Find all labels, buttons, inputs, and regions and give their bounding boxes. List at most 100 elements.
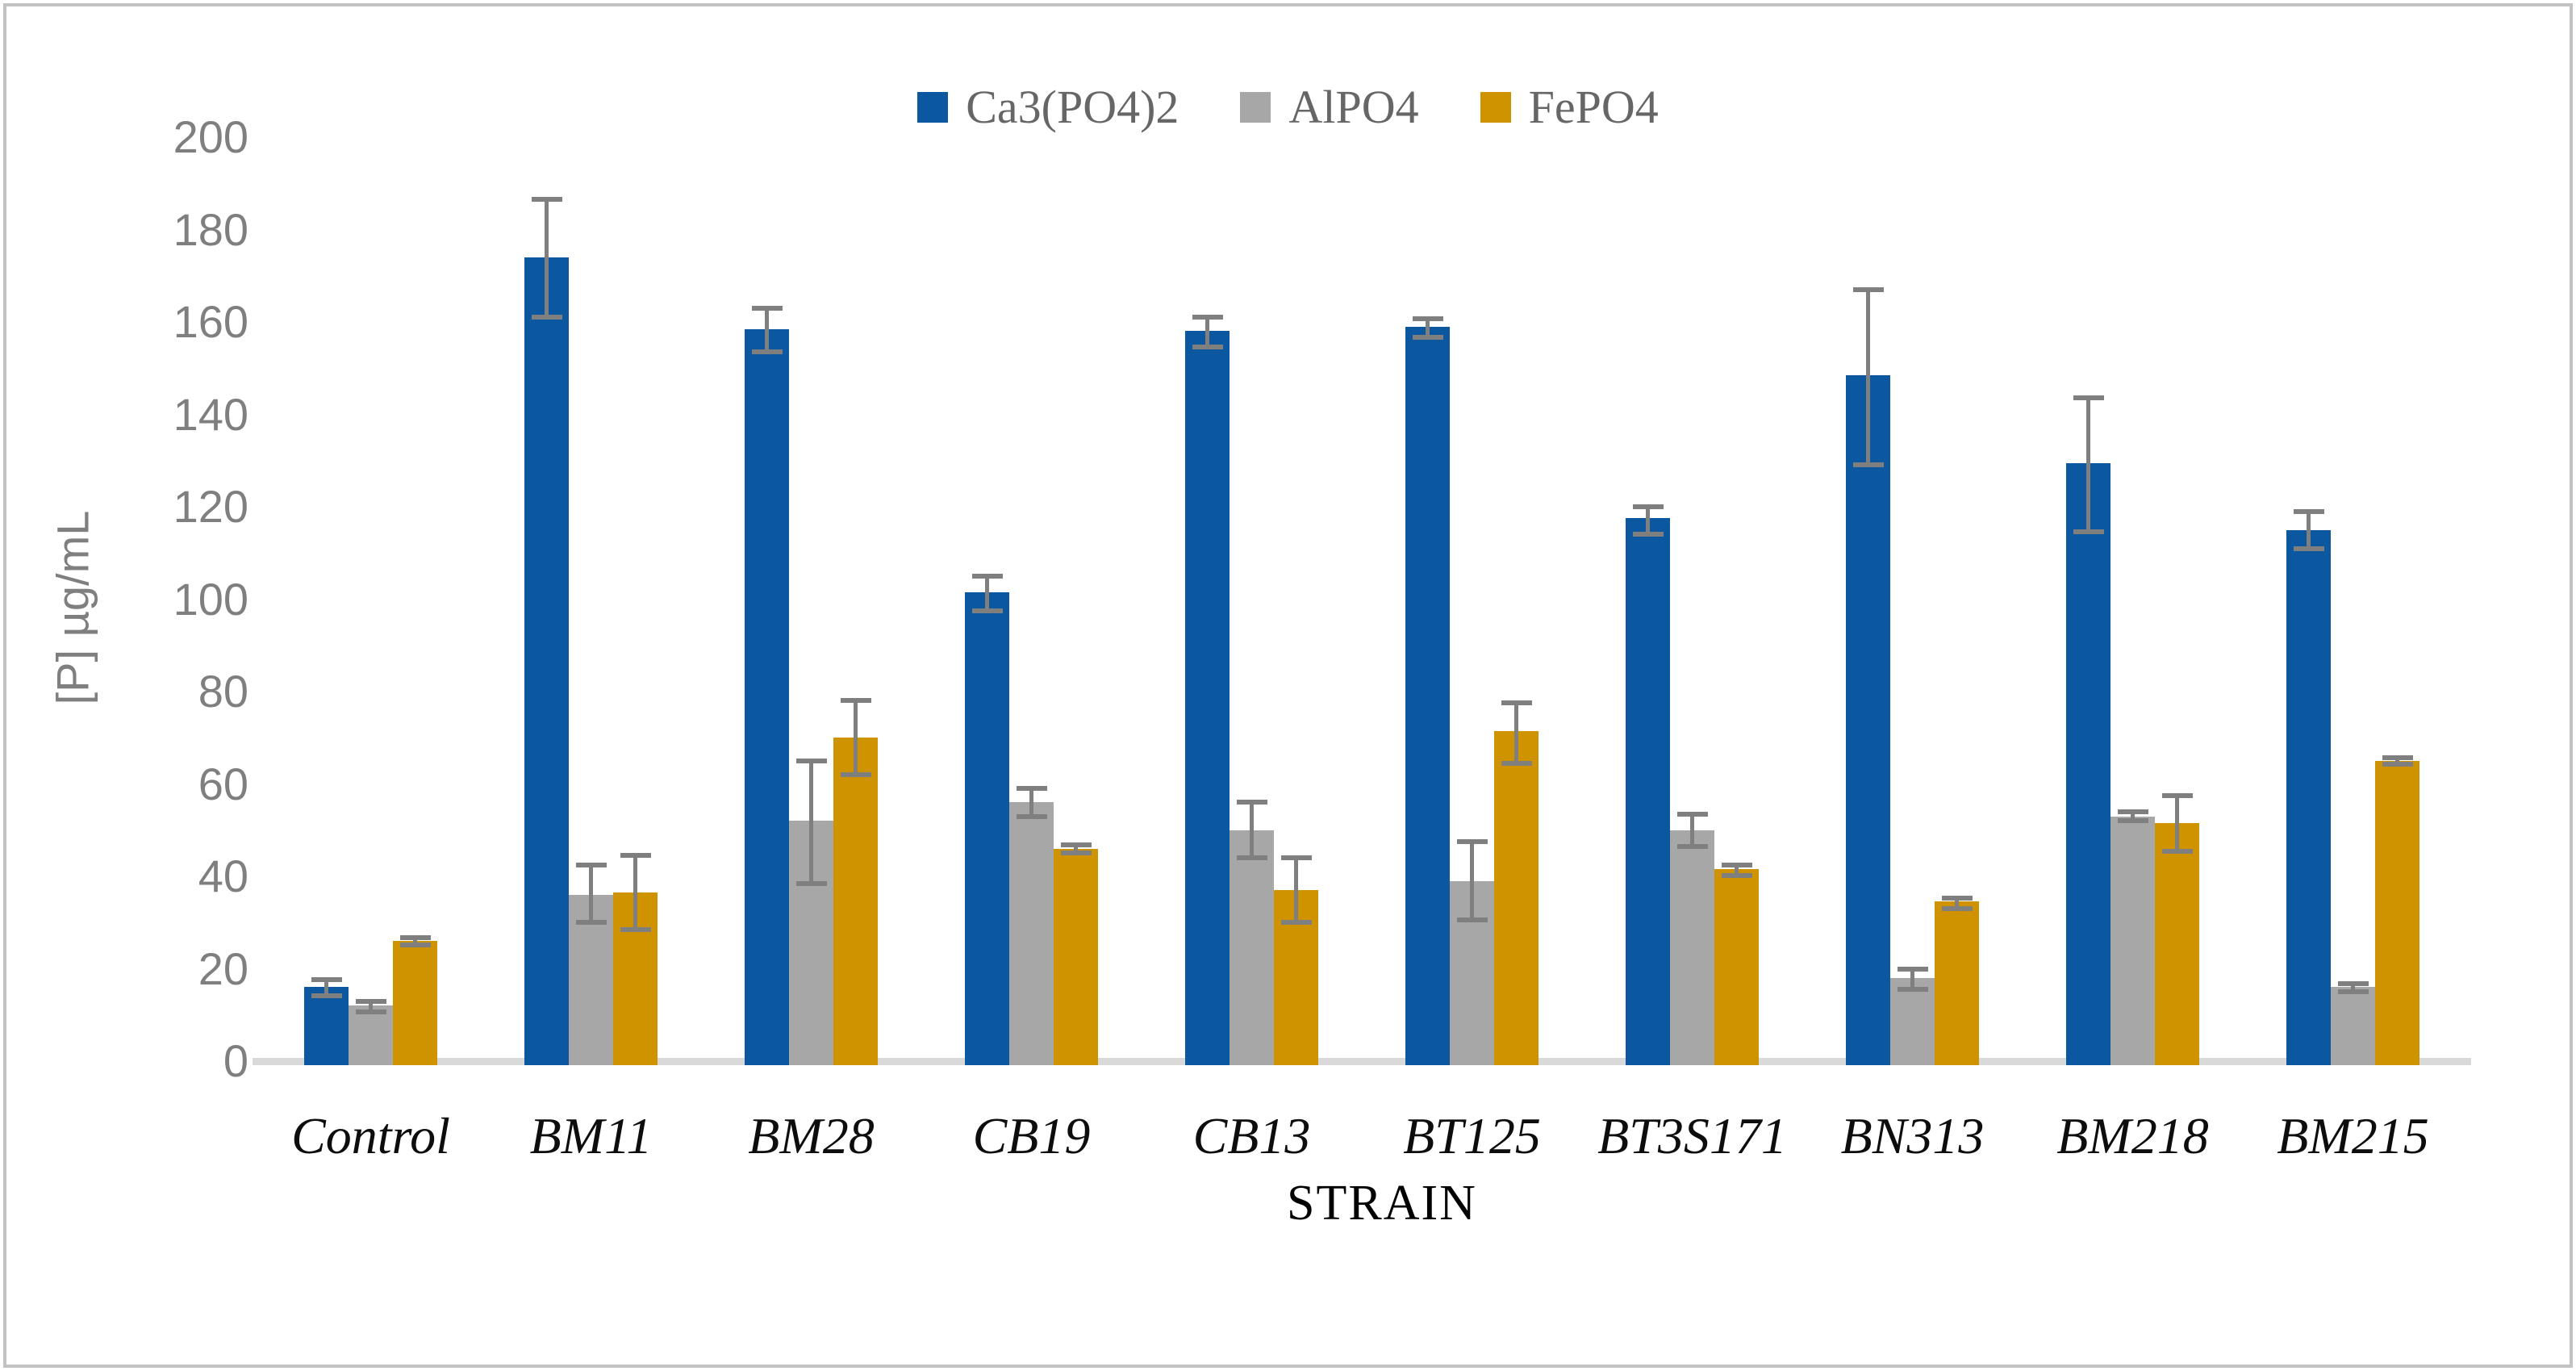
bar-BM218-Ca3(PO4)2 — [2066, 462, 2110, 1065]
error-bar-cap — [1632, 504, 1664, 509]
error-bar-cap — [1456, 839, 1488, 845]
x-tick-label: CB13 — [1192, 1107, 1311, 1164]
bar-BT3S171-FePO4 — [1714, 869, 1759, 1065]
bar-CB19-Ca3(PO4)2 — [965, 591, 1009, 1065]
y-tick-label: 140 — [173, 388, 248, 440]
error-bar-line — [2395, 758, 2399, 765]
bar-BM218-AlPO4 — [2110, 816, 2155, 1065]
error-bar-cap — [2293, 508, 2324, 514]
error-bar-cap — [355, 998, 386, 1004]
error-bar-line — [1470, 842, 1474, 921]
error-bar-cap — [795, 758, 827, 763]
error-bar-line — [2175, 795, 2179, 851]
x-tick-label: BM218 — [2056, 1107, 2209, 1164]
error-bar-cap — [620, 853, 651, 859]
error-bar-cap — [2117, 818, 2148, 824]
bar-BN313-Ca3(PO4)2 — [1846, 374, 1890, 1065]
legend-swatch-icon — [1480, 92, 1511, 123]
error-bar-line — [2086, 398, 2090, 533]
legend-label: Ca3(PO4)2 — [966, 81, 1179, 133]
error-bar-cap — [751, 305, 783, 311]
bar-BM215-FePO4 — [2375, 760, 2419, 1065]
error-bar-cap — [1280, 855, 1312, 861]
y-tick-label: 120 — [173, 481, 248, 532]
bar-BT3S171-AlPO4 — [1670, 830, 1714, 1065]
error-bar-cap — [1721, 862, 1752, 867]
error-bar-cap — [1897, 987, 1928, 993]
error-bar-line — [1955, 897, 1959, 909]
error-bar-cap — [1192, 315, 1223, 320]
x-tick-label: BM28 — [748, 1107, 875, 1164]
error-bar-cap — [575, 862, 607, 867]
legend-swatch-icon — [917, 92, 949, 123]
error-bar-line — [1866, 289, 1870, 466]
error-bar-cap — [399, 934, 431, 940]
error-bar-cap — [1721, 872, 1752, 878]
bar-CB19-AlPO4 — [1009, 802, 1054, 1065]
error-bar-cap — [2382, 755, 2413, 761]
error-bar-cap — [2161, 792, 2193, 798]
error-bar-cap — [1501, 700, 1532, 706]
error-bar-cap — [531, 315, 562, 320]
bar-BN313-FePO4 — [1935, 901, 1979, 1065]
bar-CB13-AlPO4 — [1230, 830, 1274, 1065]
x-tick-label: BM11 — [529, 1107, 653, 1164]
bar-Control-Ca3(PO4)2 — [304, 987, 349, 1065]
legend-item-3: FePO4 — [1480, 84, 1659, 131]
y-tick-label: 20 — [198, 943, 248, 994]
error-bar-cap — [1412, 335, 1443, 341]
x-axis-line — [253, 1058, 2471, 1065]
error-bar-cap — [2382, 762, 2413, 767]
y-tick-label: 0 — [223, 1035, 248, 1086]
error-bar-cap — [1016, 786, 1047, 792]
chart-figure: Ca3(PO4)2 AlPO4 FePO4 [P] µg/mL 0 20 40 60 80 1… — [3, 3, 2573, 1368]
error-bar-cap — [751, 349, 783, 355]
error-bar-cap — [575, 920, 607, 926]
bar-BM218-FePO4 — [2155, 823, 2199, 1065]
error-bar-line — [1426, 318, 1430, 338]
error-bar-cap — [1941, 895, 1973, 901]
x-tick-label: BT3S171 — [1597, 1107, 1787, 1164]
error-bar-line — [765, 307, 769, 353]
y-tick-label: 200 — [173, 111, 248, 162]
bar-BM215-Ca3(PO4)2 — [2286, 529, 2331, 1065]
error-bar-line — [545, 199, 549, 318]
error-bar-cap — [971, 608, 1003, 613]
y-tick-label: 60 — [198, 758, 248, 809]
bar-BM11-Ca3(PO4)2 — [524, 257, 569, 1065]
error-bar-cap — [1852, 462, 1884, 468]
error-bar-cap — [2293, 545, 2324, 551]
error-bar-cap — [1456, 917, 1488, 923]
error-bar-cap — [1060, 842, 1092, 848]
error-bar-line — [854, 700, 858, 775]
error-bar-line — [2351, 983, 2355, 992]
error-bar-cap — [1412, 316, 1443, 321]
error-bar-cap — [840, 772, 871, 778]
plot-area: 0 20 40 60 80 100 120 140 160 180 200 Control BM11 BM… — [6, 6, 2570, 1365]
error-bar-cap — [2117, 809, 2148, 814]
error-bar-cap — [620, 926, 651, 932]
x-tick-label: Control — [291, 1107, 450, 1164]
y-tick-label: 40 — [198, 851, 248, 901]
error-bar-cap — [2337, 989, 2369, 994]
bar-BN313-AlPO4 — [1890, 977, 1935, 1065]
legend-item-2: AlPO4 — [1240, 81, 1419, 133]
legend-swatch-icon — [1240, 92, 1271, 123]
error-bar-line — [324, 980, 328, 996]
error-bar-cap — [1852, 286, 1884, 292]
error-bar-cap — [2073, 529, 2104, 535]
error-bar-cap — [1060, 851, 1092, 856]
error-bar-cap — [1192, 345, 1223, 350]
error-bar-line — [809, 760, 813, 884]
error-bar-cap — [1941, 906, 1973, 912]
error-bar-line — [1029, 788, 1033, 817]
error-bar-line — [369, 1001, 373, 1012]
error-bar-cap — [1676, 811, 1708, 817]
bar-BT125-FePO4 — [1494, 730, 1539, 1065]
error-bar-cap — [1676, 843, 1708, 849]
error-bar-line — [1690, 813, 1694, 846]
legend-label: AlPO4 — [1288, 81, 1419, 133]
bar-BM28-Ca3(PO4)2 — [745, 328, 789, 1065]
bar-BT3S171-Ca3(PO4)2 — [1626, 518, 1670, 1065]
x-tick-label: BM215 — [2277, 1107, 2429, 1164]
